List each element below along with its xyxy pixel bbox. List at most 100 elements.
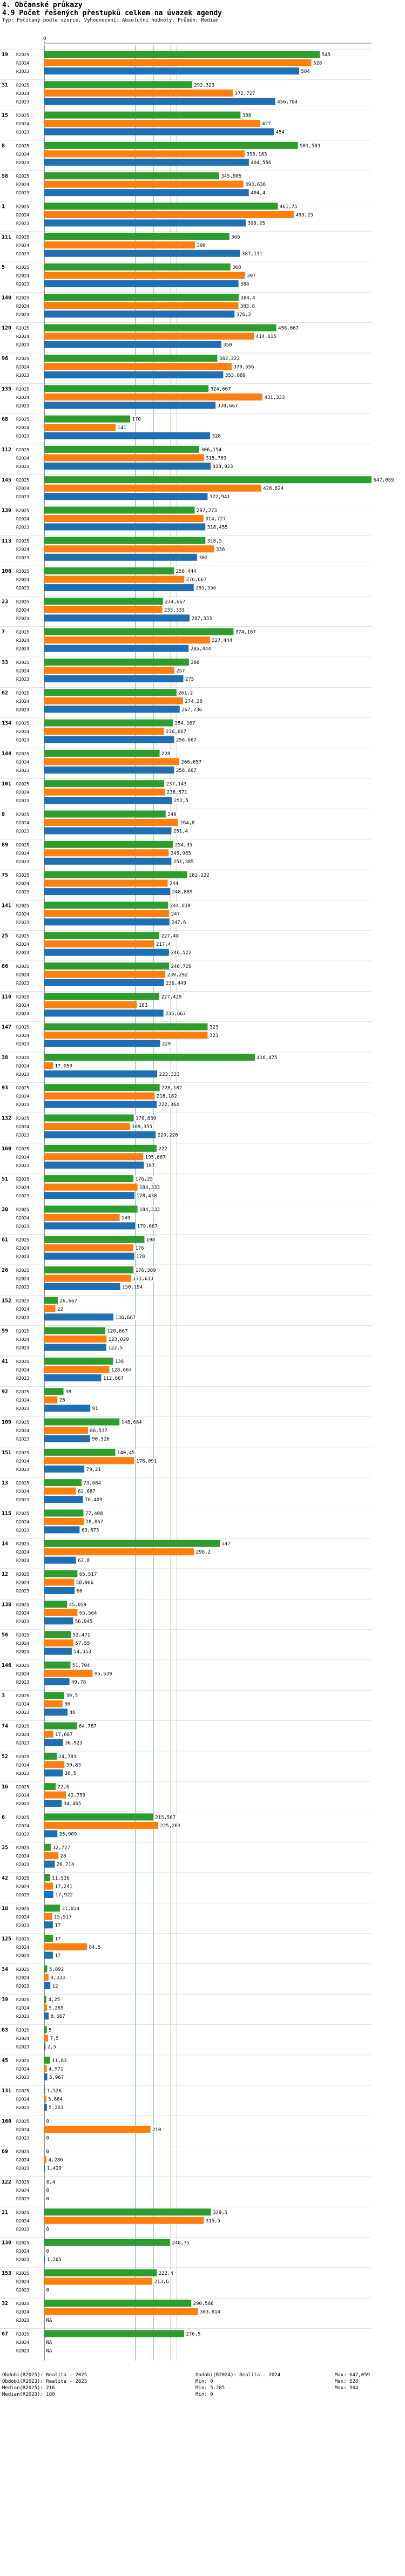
bar-r2025: [44, 415, 131, 423]
group-label: 25: [2, 933, 8, 939]
group-label: 122: [2, 2179, 11, 2185]
data-label: 234,667: [165, 599, 185, 605]
series-label: R2025: [16, 1420, 29, 1425]
bar-r2023: [44, 888, 171, 896]
series-label: R2024: [16, 395, 29, 400]
data-label-bg: [51, 1875, 71, 1881]
data-label: 454: [276, 130, 285, 135]
data-label-bg: [48, 2104, 65, 2111]
bar-r2023: [44, 2104, 47, 2111]
data-label: 338,667: [218, 403, 238, 409]
bar-r2025: [44, 1570, 78, 1577]
series-label: R2023: [16, 1133, 29, 1138]
data-label: 295,556: [195, 586, 216, 591]
data-label-bg: [170, 949, 193, 955]
data-label: NA: [46, 2349, 52, 2354]
data-label: 22: [57, 1307, 63, 1312]
series-label: R2025: [16, 782, 29, 787]
bar-r2024: [44, 1487, 76, 1495]
data-label: 223,333: [159, 1072, 180, 1077]
bar-r2025: [44, 689, 177, 696]
data-label: 0: [46, 2249, 49, 2254]
data-label-bg: [49, 1974, 66, 1981]
bar-r2024: [44, 2095, 46, 2103]
bar-r2025: [44, 1874, 50, 1881]
data-label: 347: [221, 1542, 230, 1547]
bar-r2025: [44, 1114, 134, 1122]
series-label: R2024: [16, 790, 29, 795]
bar-r2025: [44, 1388, 64, 1395]
bar-r2025: [44, 567, 174, 575]
group-label: 52: [2, 1754, 8, 1760]
series-label: R2025: [16, 630, 29, 635]
data-label-bg: [173, 797, 190, 804]
series-label: R2025: [16, 2180, 29, 2185]
data-label-bg: [199, 2308, 222, 2315]
data-label-bg: [158, 2269, 175, 2276]
data-label: 266,857: [181, 760, 201, 765]
data-label-bg: [279, 203, 299, 209]
bar-r2023: [44, 2012, 49, 2020]
group-label: 18: [2, 1906, 8, 1911]
series-label: R2025: [16, 1025, 29, 1030]
series-label: R2023: [16, 464, 29, 469]
data-label-bg: [63, 1700, 71, 1707]
series-label: R2023: [16, 2045, 29, 2050]
bar-r2023: [44, 1374, 102, 1381]
data-label: 318,5: [207, 539, 222, 544]
data-label: 387,111: [242, 252, 262, 257]
series-label: R2025: [16, 1359, 29, 1364]
data-label: 12,727: [52, 1846, 70, 1851]
data-label: 251,4: [173, 829, 188, 835]
data-label-bg: [212, 2209, 229, 2215]
bar-r2025: [44, 1631, 71, 1638]
data-label: 302: [199, 555, 207, 561]
data-label-bg: [48, 2065, 65, 2072]
data-label-bg: [70, 1678, 87, 1685]
data-label-bg: [156, 1093, 179, 1099]
bar-r2025: [44, 1236, 145, 1243]
data-label-bg: [155, 941, 172, 947]
data-label: 178,091: [136, 1459, 157, 1464]
series-label: R2025: [16, 1511, 29, 1516]
group-label: 152: [2, 1298, 11, 1304]
data-label-bg: [46, 2087, 63, 2094]
series-label: R2024: [16, 121, 29, 126]
series-label: R2024: [16, 1307, 29, 1312]
data-label-bg: [208, 1032, 220, 1039]
series-label: R2025: [16, 2301, 29, 2306]
series-label: R2024: [16, 1094, 29, 1099]
data-label-bg: [261, 120, 272, 127]
series-label: R2024: [16, 2036, 29, 2041]
series-label: R2025: [16, 326, 29, 331]
series-label: R2024: [16, 2279, 29, 2284]
data-label-bg: [84, 1510, 105, 1516]
data-label: 170: [132, 417, 141, 423]
series-label: R2023: [16, 525, 29, 530]
bar-r2024: [44, 1548, 194, 1556]
group-label: 75: [2, 872, 8, 878]
data-label: 60: [77, 1589, 83, 1594]
data-label-bg: [235, 311, 253, 317]
data-label-bg: [224, 372, 247, 378]
bar-r2023: [44, 98, 275, 105]
data-label-bg: [175, 568, 198, 574]
series-label: R2025: [16, 295, 29, 300]
series-label: R2025: [16, 1785, 29, 1789]
group-label: 16: [2, 1784, 8, 1790]
data-label: 372,727: [235, 91, 255, 97]
data-label-bg: [175, 767, 198, 773]
bar-r2023: [44, 1192, 135, 1199]
data-label-bg: [161, 1040, 172, 1047]
data-label: 120,667: [107, 1329, 128, 1334]
series-label: R2024: [16, 517, 29, 521]
bar-r2023: [44, 553, 197, 561]
series-label: R2024: [16, 274, 29, 279]
series-label: R2025: [16, 934, 29, 939]
bar-r2024: [44, 2125, 151, 2133]
data-label: 222,364: [159, 1102, 179, 1108]
data-label: 176: [135, 1246, 144, 1251]
group-label: 31: [2, 82, 8, 88]
group-label: 89: [2, 842, 8, 848]
bar-r2023: [44, 402, 216, 409]
